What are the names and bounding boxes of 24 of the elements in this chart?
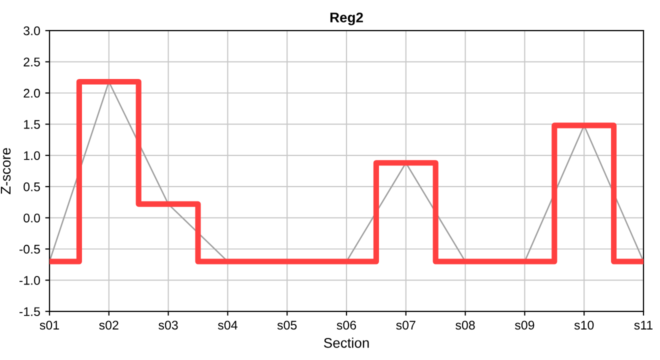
x-axis-title: Section bbox=[324, 338, 369, 348]
y-tick-label: 0.0 bbox=[24, 214, 40, 222]
y-tick-label: -1.5 bbox=[19, 307, 40, 316]
y-tick-label: 1.0 bbox=[24, 151, 40, 160]
x-tick-label: s01 bbox=[40, 320, 59, 330]
y-axis-title: Z-score bbox=[0, 148, 11, 194]
x-tick-label: s06 bbox=[336, 320, 356, 330]
x-tick-label: s07 bbox=[396, 320, 416, 330]
x-tick-label: s04 bbox=[218, 320, 238, 330]
y-tick-label: -0.5 bbox=[19, 244, 40, 254]
x-tick-label: s05 bbox=[277, 320, 297, 330]
y-tick-label: 3.0 bbox=[24, 26, 40, 36]
x-tick-label: s08 bbox=[456, 320, 475, 330]
y-tick-label: 1.5 bbox=[24, 120, 40, 129]
y-tick-label: 2.0 bbox=[24, 88, 40, 98]
y-tick-label: 2.5 bbox=[24, 58, 40, 66]
x-tick-label: s03 bbox=[158, 320, 178, 330]
y-tick-label: -1.0 bbox=[19, 276, 40, 285]
chart-title: Reg2 bbox=[330, 12, 363, 26]
x-tick-label: s09 bbox=[514, 320, 534, 330]
x-tick-label: s02 bbox=[99, 320, 118, 330]
x-tick-label: s11 bbox=[634, 320, 653, 330]
x-tick-label: s10 bbox=[574, 320, 594, 330]
y-tick-label: 0.5 bbox=[24, 182, 40, 192]
